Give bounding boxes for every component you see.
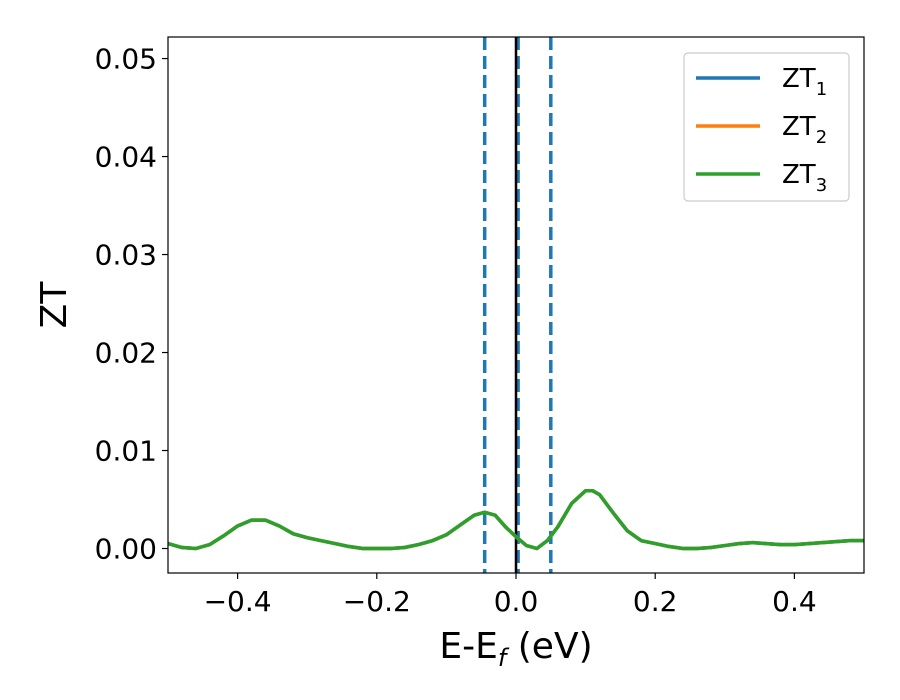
y-tick-label: 0.00 [95, 533, 157, 566]
y-axis-label: ZT [34, 281, 75, 329]
plot-clip [168, 37, 864, 573]
y-tick-label: 0.03 [95, 239, 157, 272]
legend-label: ZT1 [782, 64, 827, 100]
y-tick-label: 0.02 [95, 337, 157, 370]
legend-box [683, 52, 850, 202]
legend-item-zt2: ZT2 [696, 112, 827, 148]
x-tick-label: 0.4 [772, 585, 817, 618]
plot-area [167, 36, 865, 574]
y-tick-label: 0.01 [95, 435, 157, 468]
x-axis-label-main: E-E [439, 626, 497, 667]
y-axis-ticks: 0.00 0.01 0.02 0.03 0.04 0.05 [95, 43, 168, 566]
y-tick-label: 0.05 [95, 43, 157, 76]
legend-label: ZT2 [782, 112, 827, 148]
y-tick-label: 0.04 [95, 141, 157, 174]
x-axis-ticks: −0.4 −0.2 0.0 0.2 0.4 [204, 573, 817, 618]
legend-item-zt1: ZT1 [696, 64, 827, 100]
x-tick-label: −0.4 [204, 585, 272, 618]
legend-label: ZT3 [782, 160, 827, 196]
x-axis-label: E-Ef (eV) [439, 626, 592, 672]
x-tick-label: 0.2 [633, 585, 678, 618]
series-line-zt3 [168, 488, 864, 551]
legend: ZT1 ZT2 ZT3 [683, 52, 850, 202]
x-tick-label: −0.2 [343, 585, 411, 618]
legend-item-zt3: ZT3 [696, 160, 827, 196]
x-axis-label-unit: (eV) [506, 626, 592, 667]
x-tick-label: 0.0 [494, 585, 539, 618]
